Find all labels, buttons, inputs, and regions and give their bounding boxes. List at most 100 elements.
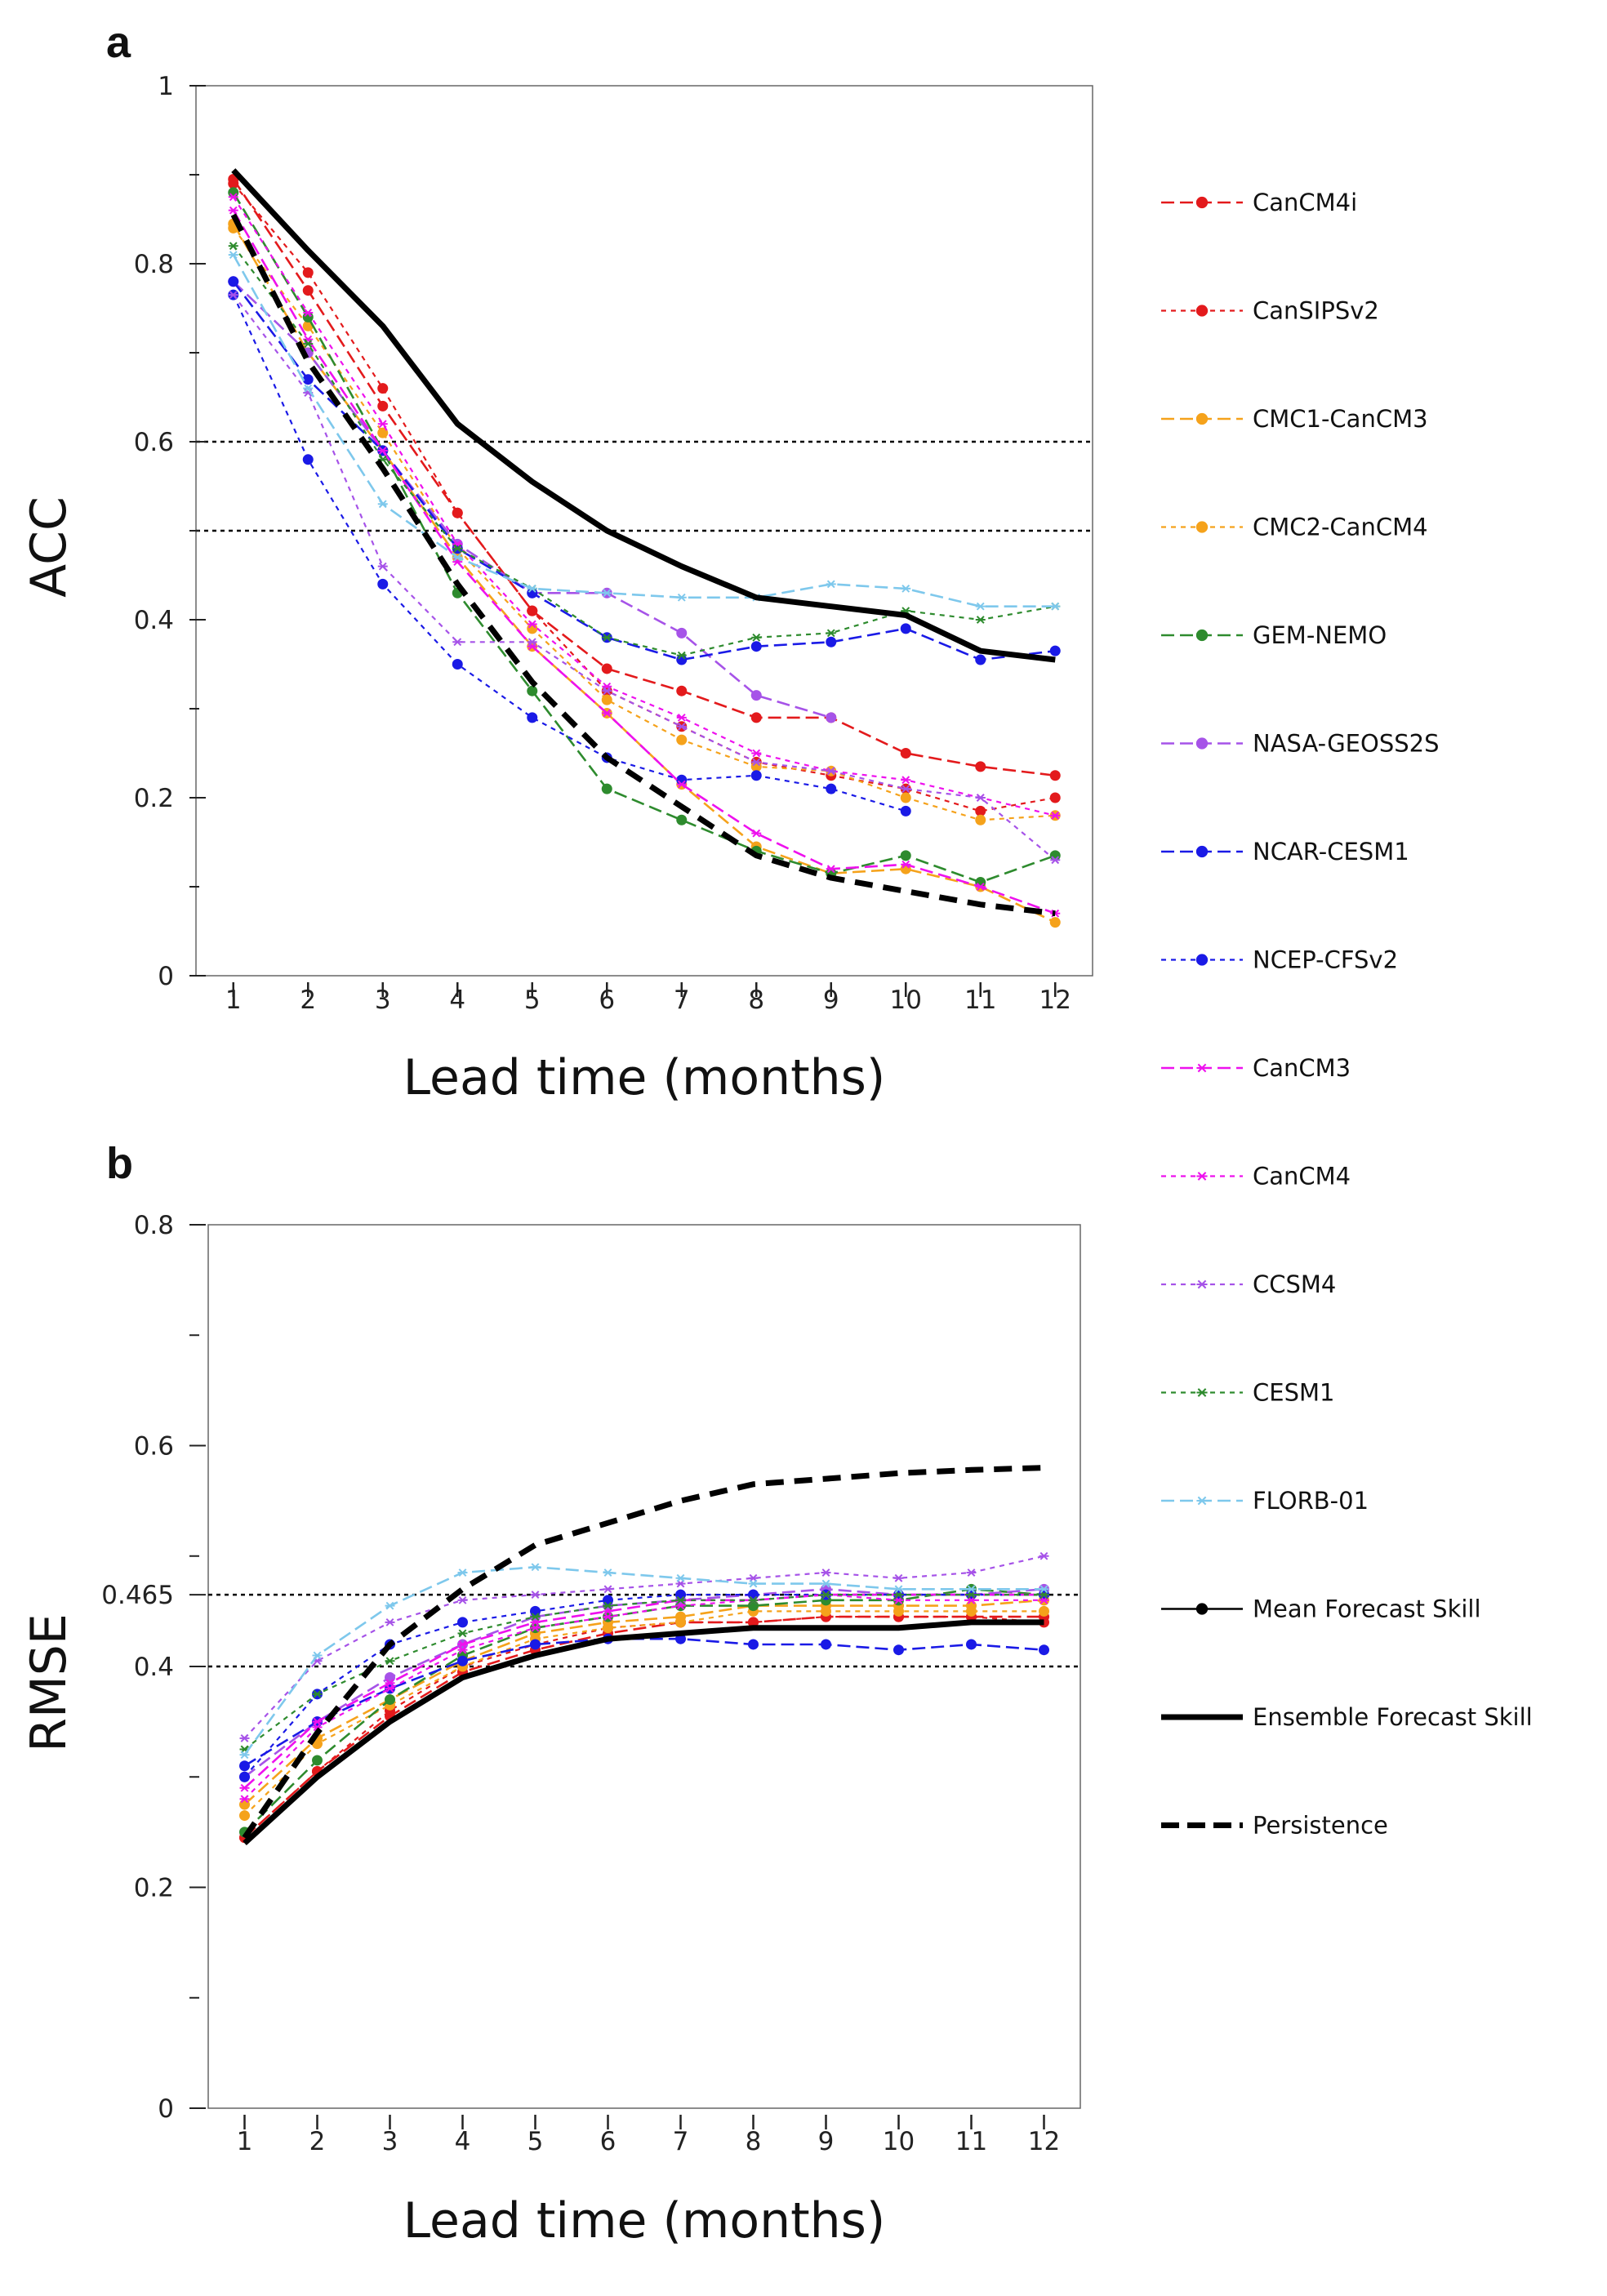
legend-item-cancm4i: CanCM4i: [1161, 189, 1357, 216]
y-tick-label: 0.2: [134, 1874, 174, 1903]
data-point-cesm1: [303, 340, 314, 349]
data-point-florb-01: [676, 593, 687, 602]
x-tick-label: 7: [674, 986, 690, 1015]
y-axis-title: RMSE: [20, 1613, 78, 1751]
data-point-gem-nemo: [385, 1694, 395, 1706]
data-point-cancm3: [676, 780, 687, 789]
data-point-ccsm4: [1050, 856, 1061, 865]
legend-item-florb-01: FLORB-01: [1161, 1487, 1369, 1515]
data-point-florb-01: [603, 1568, 613, 1577]
legend-item-cansipsv2: CanSIPSv2: [1161, 297, 1379, 325]
data-point-cmc2-cancm4: [377, 427, 389, 438]
data-point-cesm1: [603, 1601, 613, 1610]
panel-letter-b: b: [106, 1139, 133, 1188]
data-point-florb-01: [821, 1579, 831, 1588]
data-point-ncar-cesm1: [826, 636, 837, 647]
data-point-cancm4: [901, 776, 911, 785]
data-point-cancm4i: [1049, 770, 1061, 781]
data-point-ccsm4: [676, 722, 687, 731]
legend-item-cesm1: CESM1: [1161, 1379, 1334, 1407]
data-point-ccsm4: [527, 638, 537, 647]
series-line-cmc1-cancm3: [243, 1599, 1044, 1806]
data-point-cesm1: [675, 1595, 686, 1604]
y-tick-label: 0.4: [134, 1653, 174, 1682]
data-point-cancm4: [457, 1645, 468, 1654]
data-point-cancm3: [901, 860, 911, 869]
data-point-cancm4i: [676, 685, 688, 696]
data-point-cancm3: [377, 446, 388, 455]
legend-item-persistence: Persistence: [1161, 1812, 1388, 1840]
data-point-florb-01: [452, 553, 463, 562]
legend-label: Mean Forecast Skill: [1253, 1595, 1481, 1623]
x-tick-label: 5: [528, 2127, 544, 2156]
data-point-cmc2-cancm4: [675, 1617, 686, 1628]
data-point-cesm1: [457, 1629, 468, 1638]
x-tick-label: 4: [455, 2127, 471, 2156]
x-tick-label: 11: [955, 2127, 987, 2156]
data-point-ncar-cesm1: [239, 1760, 250, 1772]
x-tick-label: 3: [382, 2127, 398, 2156]
legend-label: CanCM4i: [1253, 189, 1357, 216]
data-point-florb-01: [1050, 602, 1061, 611]
y-tick-label: 0.4: [134, 606, 174, 635]
data-point-cansipsv2: [527, 605, 538, 616]
legend-item-mean-forecast-skill: Mean Forecast Skill: [1161, 1595, 1481, 1623]
legend-label: CCSM4: [1253, 1270, 1336, 1298]
x-tick-label: 12: [1039, 986, 1071, 1015]
legend-label: CanSIPSv2: [1253, 297, 1379, 325]
panel-letter-a: a: [106, 18, 131, 67]
x-tick-label: 8: [748, 986, 764, 1015]
legend-label: CMC2-CanCM4: [1253, 514, 1428, 541]
legend-item-gem-nemo: GEM-NEMO: [1161, 621, 1387, 649]
y-tick-label: 0: [158, 2094, 174, 2124]
y-tick-label: 0.6: [134, 1432, 174, 1462]
legend: CanCM4i CanSIPSv2 CMC1-CanCM3 CMC2-CanCM4 GE…: [1161, 189, 1533, 1840]
data-point-gem-nemo: [748, 1600, 759, 1612]
series-line-cansipsv2: [232, 183, 1056, 812]
legend-item-ccsm4: CCSM4: [1161, 1270, 1336, 1298]
legend-marker: [1195, 629, 1209, 642]
data-point-cancm4: [530, 1623, 541, 1632]
y-tick-label: 1: [158, 72, 174, 101]
data-point-cmc2-cancm4: [1039, 1605, 1049, 1617]
data-point-cancm4: [239, 1795, 250, 1804]
data-point-ccsm4: [457, 1595, 468, 1604]
data-point-gem-nemo: [312, 1755, 323, 1766]
x-tick-label: 12: [1028, 2127, 1060, 2156]
legend-label: FLORB-01: [1253, 1487, 1369, 1515]
legend-label: Persistence: [1253, 1812, 1388, 1840]
x-tick-label: 2: [300, 986, 316, 1015]
x-tick-label: 10: [883, 2127, 915, 2156]
series-line-cmc2-cancm4: [243, 1610, 1044, 1817]
legend-marker: [1196, 1279, 1208, 1289]
legend-item-nasa-geoss2s: NASA-GEOSS2S: [1161, 730, 1440, 758]
data-point-cancm3: [751, 829, 762, 838]
legend-item-ncar-cesm1: NCAR-CESM1: [1161, 838, 1409, 865]
series-line-persistence: [230, 213, 1056, 917]
data-point-ccsm4: [826, 767, 836, 776]
data-point-cancm3: [826, 865, 836, 874]
data-point-ncep-cfsv2: [530, 1605, 541, 1617]
data-point-nasa-geoss2s: [750, 690, 762, 701]
data-point-ncar-cesm1: [1049, 645, 1061, 656]
series-line-cancm3: [232, 209, 1056, 914]
x-tick-label: 3: [375, 986, 391, 1015]
data-point-cmc2-cancm4: [893, 1605, 904, 1617]
data-point-cmc2-cancm4: [900, 792, 911, 803]
series-line-persistence: [242, 1465, 1044, 1840]
data-point-ncar-cesm1: [457, 1655, 468, 1666]
data-point-cancm4i: [302, 285, 314, 296]
data-point-cmc2-cancm4: [975, 814, 986, 825]
x-tick-label: 2: [309, 2127, 326, 2156]
legend-label: GEM-NEMO: [1253, 621, 1387, 649]
data-point-cancm3: [228, 206, 238, 215]
data-point-florb-01: [385, 1601, 395, 1610]
data-point-ccsm4: [385, 1617, 395, 1626]
y-tick-label: 0.465: [101, 1581, 174, 1610]
legend-label: CESM1: [1253, 1379, 1334, 1407]
data-point-nasa-geoss2s: [385, 1672, 395, 1684]
data-point-florb-01: [239, 1751, 250, 1760]
data-point-cansipsv2: [975, 805, 986, 817]
data-point-florb-01: [966, 1585, 977, 1594]
data-point-ncar-cesm1: [975, 654, 986, 665]
